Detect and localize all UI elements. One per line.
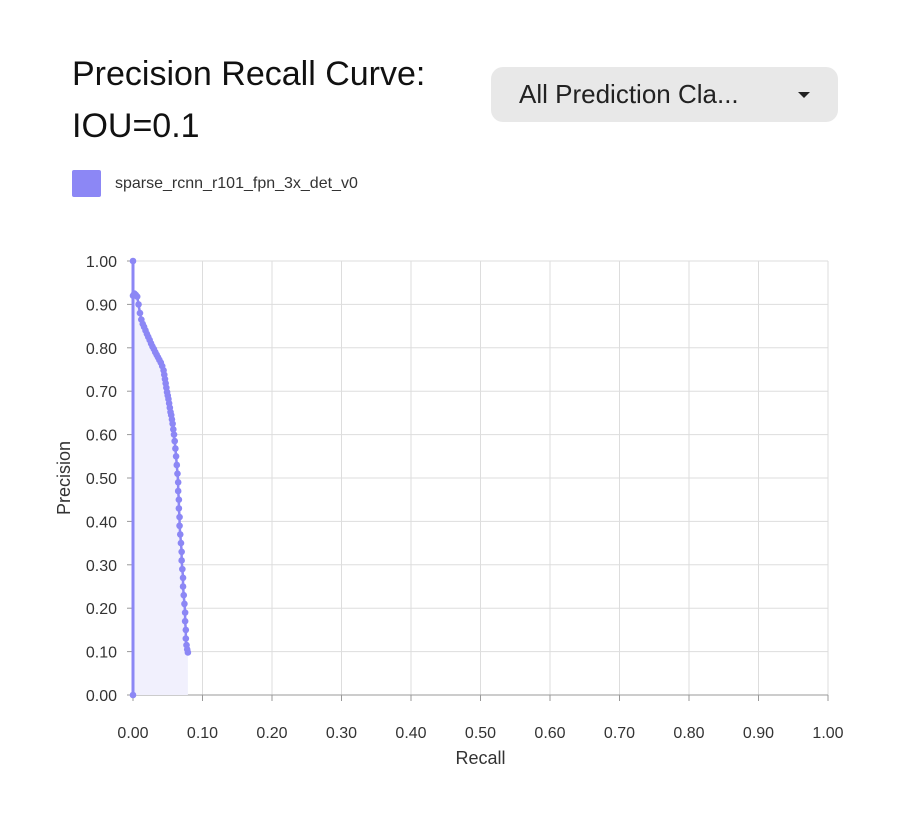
data-point: [180, 591, 188, 599]
data-point: [176, 513, 183, 521]
data-point: [176, 522, 183, 530]
data-point: [171, 437, 178, 445]
data-point: [177, 539, 185, 547]
y-tick-label: 0.30: [86, 558, 117, 575]
data-point: [172, 445, 179, 452]
data-point: [172, 453, 180, 460]
data-point: [170, 426, 177, 433]
data-point: [129, 257, 137, 265]
data-point: [181, 600, 188, 608]
legend-swatch: [72, 170, 101, 197]
data-point: [174, 479, 182, 486]
x-tick-label: 0.80: [673, 725, 704, 742]
y-tick-label: 0.90: [86, 297, 117, 314]
x-tick-label: 0.70: [604, 725, 635, 742]
data-point: [175, 505, 183, 512]
data-point: [182, 626, 190, 634]
data-point: [174, 487, 182, 495]
data-point: [129, 691, 137, 699]
chart-title: Precision Recall Curve: IOU=0.1: [72, 55, 426, 145]
x-tick-label: 0.30: [326, 725, 357, 742]
data-point: [133, 293, 141, 300]
y-tick-label: 0.70: [86, 384, 117, 401]
data-point: [170, 431, 178, 438]
y-tick-label: 1.00: [86, 254, 117, 271]
x-axis-title: Recall: [455, 748, 505, 768]
dropdown-selected-label: All Prediction Cla...: [519, 79, 739, 109]
data-point: [174, 470, 181, 477]
data-point: [178, 548, 185, 556]
series-area: [133, 293, 188, 695]
x-tick-label: 0.20: [256, 725, 287, 742]
legend-entry-label: sparse_rcnn_r101_fpn_3x_det_v0: [115, 174, 358, 192]
y-axis-title: Precision: [54, 441, 74, 515]
x-tick-label: 0.50: [465, 725, 496, 742]
data-point: [184, 649, 192, 656]
y-tick-label: 0.80: [86, 341, 117, 358]
data-point: [179, 583, 187, 590]
caret-down-icon: [798, 91, 810, 98]
data-point: [182, 635, 190, 642]
chart-legend: sparse_rcnn_r101_fpn_3x_det_v0: [72, 170, 358, 197]
data-point: [173, 461, 181, 469]
y-tick-label: 0.20: [86, 601, 117, 618]
x-tick-label: 0.60: [534, 725, 565, 742]
data-point: [175, 496, 183, 504]
y-tick-label: 0.40: [86, 514, 117, 531]
y-tick-label: 0.10: [86, 645, 117, 662]
x-tick-label: 1.00: [812, 725, 843, 742]
data-point: [176, 531, 184, 538]
y-tick-label: 0.60: [86, 428, 117, 445]
prediction-class-dropdown[interactable]: All Prediction Cla...: [491, 67, 838, 122]
y-tick-label: 0.50: [86, 471, 117, 488]
data-point: [181, 609, 189, 616]
data-point: [179, 565, 186, 573]
x-tick-label: 0.90: [743, 725, 774, 742]
x-tick-label: 0.40: [395, 725, 426, 742]
y-tick-label: 0.00: [86, 688, 117, 705]
data-point: [136, 309, 144, 317]
data-point: [181, 617, 189, 625]
data-point: [179, 574, 187, 582]
x-tick-label: 0.00: [117, 725, 148, 742]
x-tick-label: 0.10: [187, 725, 218, 742]
data-point: [135, 301, 142, 308]
data-point: [169, 420, 176, 428]
data-point: [178, 557, 185, 564]
